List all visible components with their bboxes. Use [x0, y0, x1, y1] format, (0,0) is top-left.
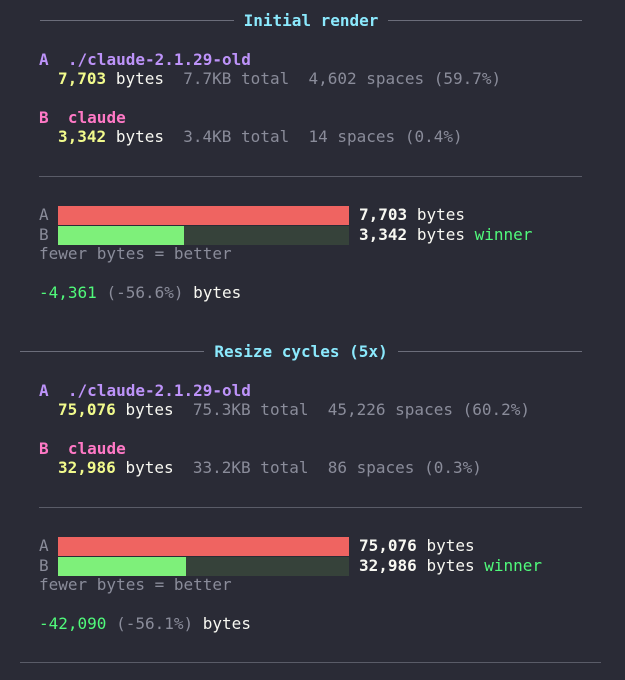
letter: B — [39, 225, 49, 244]
run-letter: A — [39, 50, 49, 69]
bar-letter: B — [39, 556, 49, 576]
bar — [58, 226, 185, 245]
diff: -4,361 (-56.6%) bytes — [39, 283, 241, 303]
unit: bytes — [125, 400, 174, 419]
unit: bytes — [416, 205, 465, 224]
run-detail: 3,342 bytes 3.4KB total 14 spaces (0.4%) — [58, 127, 463, 147]
run-letter: A — [39, 381, 49, 400]
bar-track — [58, 537, 349, 556]
section-title: Resize cycles (5x) — [20, 341, 583, 361]
byte-count: 7,703 — [359, 205, 408, 224]
section-title: Initial render — [40, 10, 583, 30]
run-header: B claude — [39, 108, 126, 128]
bar-track — [58, 206, 349, 225]
spaces: 4,602 spaces (59.7%) — [308, 69, 502, 88]
unit: bytes — [426, 536, 475, 555]
unit: bytes — [426, 556, 475, 575]
byte-count: 3,342 — [58, 127, 107, 146]
bar-value: 32,986 bytes winner — [359, 556, 542, 576]
note-text: fewer bytes = better — [39, 575, 232, 594]
rule — [388, 19, 583, 21]
run-header: A ./claude-2.1.29-old — [39, 381, 251, 401]
bar-value: 75,076 bytes — [359, 536, 475, 556]
winner-tag: winner — [484, 556, 543, 575]
byte-count: 75,076 — [359, 536, 417, 555]
note-text: fewer bytes = better — [39, 244, 232, 263]
spaces: 14 spaces (0.4%) — [308, 127, 463, 146]
diff-percent: (-56.1%) — [116, 614, 194, 633]
winner-tag: winner — [474, 225, 533, 244]
diff-bytes: -42,090 — [39, 614, 107, 633]
bar-letter: A — [39, 536, 49, 556]
diff-unit: bytes — [202, 614, 251, 633]
unit: bytes — [115, 127, 164, 146]
unit: bytes — [115, 69, 164, 88]
total: 7.7KB total — [183, 69, 290, 88]
run-header: B claude — [39, 439, 126, 459]
total: 33.2KB total — [192, 458, 309, 477]
spaces: 45,226 spaces (60.2%) — [327, 400, 531, 419]
divider — [20, 662, 601, 663]
unit: bytes — [416, 225, 465, 244]
run-header: A ./claude-2.1.29-old — [39, 50, 251, 70]
letter: A — [39, 536, 49, 555]
bar-value: 3,342 bytes winner — [359, 225, 532, 245]
bar — [58, 206, 349, 225]
run-detail: 75,076 bytes 75.3KB total 45,226 spaces … — [58, 400, 530, 420]
run-name: ./claude-2.1.29-old — [67, 50, 251, 69]
diff: -42,090 (-56.1%) bytes — [39, 614, 251, 634]
run-detail: 32,986 bytes 33.2KB total 86 spaces (0.3… — [58, 458, 482, 478]
bar — [58, 557, 186, 576]
run-letter: B — [39, 108, 49, 127]
divider — [39, 507, 582, 508]
diff-bytes: -4,361 — [39, 283, 97, 302]
total: 3.4KB total — [183, 127, 290, 146]
letter: A — [39, 205, 49, 224]
byte-count: 7,703 — [58, 69, 107, 88]
run-name: ./claude-2.1.29-old — [67, 381, 251, 400]
rule — [40, 19, 234, 21]
diff-unit: bytes — [193, 283, 242, 302]
spaces: 86 spaces (0.3%) — [327, 458, 482, 477]
byte-count: 3,342 — [359, 225, 408, 244]
run-name: claude — [67, 108, 126, 127]
bar — [58, 537, 349, 556]
bar-track — [58, 557, 349, 576]
rule — [397, 350, 583, 352]
letter: B — [39, 556, 49, 575]
bar-track — [58, 226, 349, 245]
run-letter: B — [39, 439, 49, 458]
byte-count: 32,986 — [58, 458, 116, 477]
diff-percent: (-56.6%) — [106, 283, 184, 302]
note: fewer bytes = better — [39, 575, 232, 595]
run-name: claude — [67, 439, 126, 458]
bar-letter: B — [39, 225, 49, 245]
note: fewer bytes = better — [39, 244, 232, 264]
title: Resize cycles (5x) — [214, 341, 388, 361]
total: 75.3KB total — [192, 400, 309, 419]
byte-count: 32,986 — [359, 556, 417, 575]
unit: bytes — [125, 458, 174, 477]
title: Initial render — [243, 10, 379, 30]
rule — [20, 350, 205, 352]
bar-value: 7,703 bytes — [359, 205, 465, 225]
divider — [39, 176, 582, 177]
run-detail: 7,703 bytes 7.7KB total 4,602 spaces (59… — [58, 69, 501, 89]
bar-letter: A — [39, 205, 49, 225]
byte-count: 75,076 — [58, 400, 116, 419]
